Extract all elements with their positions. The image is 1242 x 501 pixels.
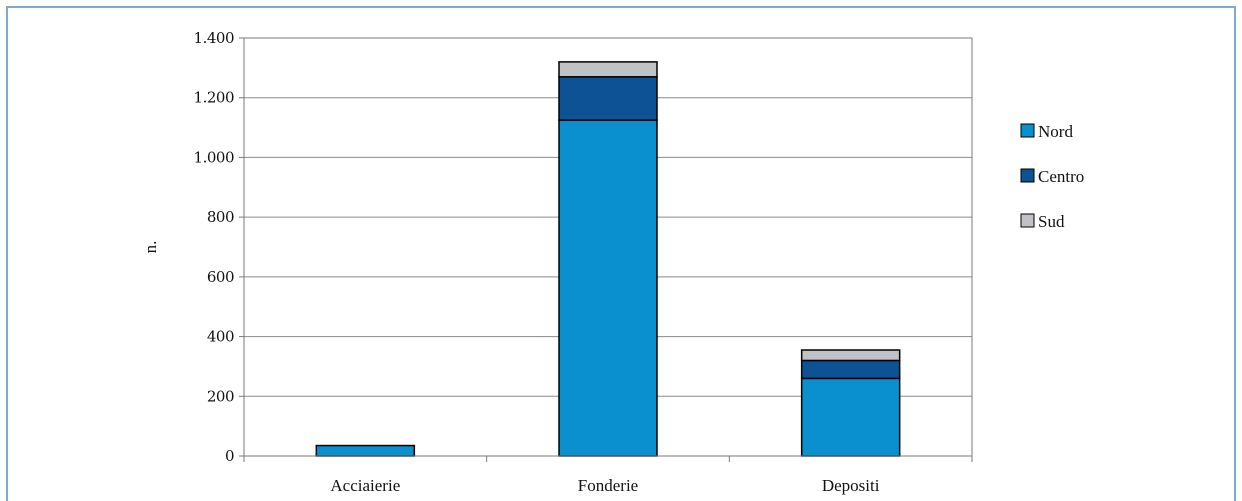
bar-fonderie-nord [558,119,658,457]
y-tick-label: 1.400 [194,29,234,47]
y-tick-label: 1.200 [194,89,234,107]
y-tick-label: 0 [225,447,234,465]
legend-swatch-sud [1020,213,1035,228]
bars [315,61,901,457]
y-tick-label: 400 [207,328,234,346]
x-tick-label: Acciaierie [330,476,400,495]
y-tick-label: 600 [207,268,234,286]
x-tick-labels: Acciaierie Fonderie Depositi [243,456,973,495]
legend-label-sud: Sud [1038,212,1065,231]
axes [243,37,973,457]
y-tick-labels: 0 200 400 600 800 1.000 1.200 1.400 [194,29,244,465]
legend-swatch-centro [1020,168,1035,183]
legend-swatch-nord [1020,123,1035,138]
y-tick-label: 1.000 [194,148,234,166]
plot-area-border [243,37,973,457]
bar-depositi-nord [800,377,901,457]
x-tick-label: Depositi [822,476,880,495]
bar-fonderie-centro [558,76,658,121]
bar-fonderie-sud [558,61,658,78]
bar-depositi-centro [800,359,901,380]
legend-label-centro: Centro [1038,167,1084,186]
legend-label-nord: Nord [1038,122,1073,141]
x-tick-label: Fonderie [578,476,638,495]
legend: Nord Centro Sud [1020,122,1084,231]
bar-acciaierie-nord [315,444,416,457]
y-axis-label: n. [141,241,160,254]
y-tick-label: 800 [207,208,234,226]
y-tick-label: 200 [207,387,234,405]
bar-depositi-sud [800,349,901,362]
